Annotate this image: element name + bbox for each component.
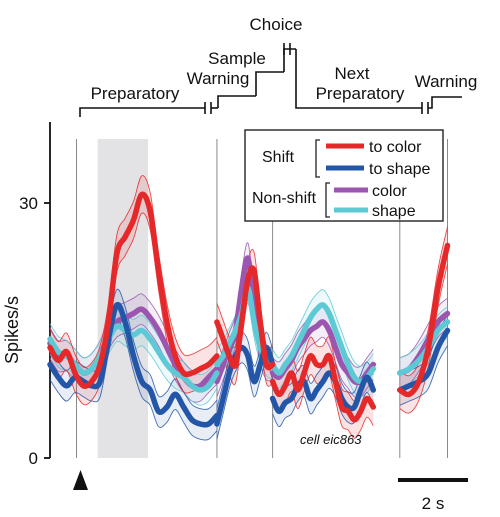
y-axis-label: Spikes/s	[2, 296, 22, 364]
trace-to-color-seg2	[269, 352, 377, 423]
epoch-line-sample-step	[255, 71, 284, 96]
epoch-label-sample: Sample	[208, 49, 266, 68]
ci-upper-shape-seg3	[399, 306, 448, 359]
epoch-label-warning-2: Warning	[415, 72, 478, 91]
epoch-label-next: Next	[335, 64, 370, 83]
ci-lower-to-shape-seg1	[216, 362, 274, 440]
legend-bracket-shift	[315, 139, 320, 178]
ci-lower-to-color-seg3	[399, 264, 448, 414]
epoch-timeline	[79, 43, 462, 117]
trace-to-color-seg3	[397, 242, 451, 398]
epoch-label-preparatory: Preparatory	[91, 84, 180, 103]
trace-to-color-seg1	[214, 265, 276, 371]
cell-annotation: cell eic863	[300, 432, 362, 447]
legend-bracket-nonshift	[325, 182, 330, 218]
epoch-line-warning-2	[428, 96, 462, 109]
epoch-label-choice: Choice	[250, 15, 303, 34]
y-tick-label-30: 30	[19, 194, 38, 213]
ci-upper-to-shape-seg0	[49, 288, 218, 410]
epoch-label-preparatory-2: Preparatory	[316, 84, 405, 103]
epoch-line-warning-step	[217, 95, 256, 108]
trace-shape-seg2	[269, 302, 377, 385]
ci-lower-to-color-seg0	[49, 212, 218, 406]
trace-shape-seg3	[397, 319, 451, 376]
ci-lower-to-shape-seg0	[49, 319, 218, 441]
ci-upper-shape-seg0	[49, 310, 218, 376]
trace-to-shape-seg2	[269, 370, 377, 415]
ci-upper-to-color-seg0	[49, 175, 218, 368]
y-tick-label-0: 0	[29, 449, 38, 468]
trace-to-shape-seg3	[397, 327, 451, 393]
legend-label-to-shape: to shape	[369, 161, 430, 178]
ci-upper-shape-seg2	[272, 289, 374, 367]
legend-group-shift: Shift	[262, 149, 295, 166]
mean-traces	[47, 191, 451, 428]
trace-shape-seg0	[47, 323, 220, 393]
epoch-label-warning: Warning	[187, 69, 250, 88]
legend-label-color: color	[372, 183, 407, 200]
legend-label-to-color: to color	[369, 139, 422, 156]
trace-to-color-seg0	[47, 191, 220, 389]
ci-lower-to-shape-seg3	[399, 345, 448, 406]
time-zero-marker	[73, 470, 88, 490]
scale-bar-label: 2 s	[422, 494, 445, 513]
legend-group-nonshift: Non-shift	[252, 190, 317, 207]
legend-label-shape: shape	[372, 203, 416, 220]
epoch-line-preparatory	[79, 107, 205, 117]
epoch-line-next-prep	[295, 49, 422, 109]
legend: Shift to color to shape Non-shift color …	[244, 129, 444, 222]
epoch-line-choice-step	[283, 48, 296, 72]
